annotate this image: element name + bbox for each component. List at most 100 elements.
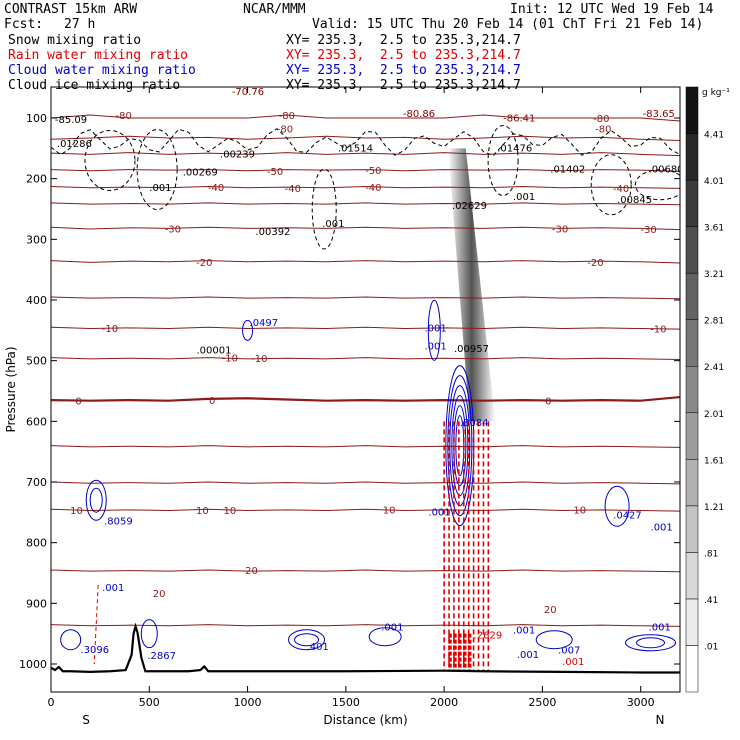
contour-label: 10 (70, 506, 83, 517)
y-tick-label: 800 (26, 537, 47, 550)
init-time: Init: 12 UTC Wed 19 Feb 14 (510, 2, 714, 17)
contour-label: 10 (573, 505, 586, 516)
extremum-label: .001 (102, 583, 124, 594)
colorbar-tick-label: 2.41 (704, 363, 724, 373)
contour-label: -20 (587, 258, 603, 269)
temperature-contour (51, 186, 680, 189)
temperature-contour (51, 202, 680, 206)
contour-label: -80 (593, 114, 609, 125)
temperature-contour (51, 135, 680, 141)
plot-frame (50, 86, 681, 693)
temperature-contour (51, 395, 680, 402)
contour-label: 10 (224, 506, 237, 517)
colorbar-tick-label: 2.81 (704, 317, 724, 327)
extremum-label: .02629 (452, 201, 487, 212)
extremum-label: -80.86 (403, 109, 435, 120)
cloud-water-contour (60, 629, 82, 651)
extremum-label: .00001 (196, 345, 231, 356)
y-axis-label: Pressure (hPa) (4, 346, 18, 432)
contour-label: -10 (102, 324, 118, 335)
extremum-label: .0497 (250, 318, 279, 329)
cloud-ice-contour (590, 154, 632, 216)
contour-label: -40 (365, 183, 381, 194)
field-2-name: Rain water mixing ratio (8, 48, 189, 63)
extremum-label: .3096 (80, 645, 109, 656)
valid-time: Valid: 15 UTC Thu 20 Feb 14 (01 ChT Fri … (312, 17, 704, 32)
terrain-line (51, 622, 680, 674)
extremum-label: .001 (322, 219, 344, 230)
cloud-water-contour (85, 479, 107, 521)
center-label: NCAR/MMM (243, 2, 306, 17)
extremum-label: .001 (381, 623, 403, 634)
fcst-value: 27 h (64, 17, 96, 32)
extremum-label: .007 (558, 646, 580, 657)
extremum-label: .001 (428, 507, 450, 518)
contour-label: 10 (196, 506, 209, 517)
temperature-contour (51, 357, 680, 360)
extremum-label: -85.09 (55, 115, 87, 126)
colorbar-bin (685, 505, 699, 553)
colorbar-unit: g kg⁻¹ (702, 88, 730, 98)
field-4-xy: XY= 235.3, 2.5 to 235.3,214.7 (286, 78, 521, 93)
extremum-label: .0427 (613, 510, 642, 521)
contour-label: -10 (251, 354, 267, 365)
temperature-contour (51, 114, 680, 122)
contour-label: -10 (650, 325, 666, 336)
contour-label: -80 (279, 111, 295, 122)
contour-label: -40 (285, 184, 301, 195)
field-1-xy: XY= 235.3, 2.5 to 235.3,214.7 (286, 33, 521, 48)
x-axis-label: Distance (km) (323, 713, 407, 727)
temperature-contour (51, 569, 680, 573)
contour-label: 10 (383, 505, 396, 516)
extremum-label: .00957 (454, 344, 489, 355)
y-tick-label: 700 (26, 476, 47, 489)
x-end-label-north: N (656, 713, 665, 727)
contour-label: 20 (544, 605, 557, 616)
extremum-label: .001 (424, 324, 446, 335)
x-tick-label: 1000 (234, 696, 262, 709)
x-tick-label: 2000 (430, 696, 458, 709)
x-end-label-south: S (82, 713, 90, 727)
y-tick-label: 200 (26, 173, 47, 186)
temperature-contour (51, 260, 680, 264)
extremum-label: .00392 (255, 227, 290, 238)
extremum-label: .001 (424, 342, 446, 353)
x-tick-label: 500 (139, 696, 160, 709)
colorbar-tick-label: .01 (704, 642, 718, 652)
extremum-label: .2867 (147, 651, 176, 662)
colorbar-bin (685, 645, 699, 693)
y-tick-label: 1000 (19, 658, 47, 671)
x-tick-label: 0 (48, 696, 55, 709)
extremum-label: .00239 (220, 149, 255, 160)
colorbar-bin (685, 226, 699, 274)
temperature-contour (51, 152, 680, 157)
extremum-label: .01476 (497, 143, 532, 154)
temperature-contour (51, 326, 680, 330)
contour-label: -30 (640, 225, 656, 236)
extremum-label: .001 (513, 626, 535, 637)
colorbar-tick-label: 1.21 (704, 503, 724, 513)
cloud-water-contour (636, 637, 666, 649)
colorbar-tick-label: 3.61 (704, 224, 724, 234)
contour-label: -80 (116, 111, 132, 122)
contour-label: -20 (196, 258, 212, 269)
y-tick-label: 100 (26, 112, 47, 125)
extremum-label: .00269 (183, 168, 218, 179)
extremum-label: .001 (649, 623, 671, 634)
colorbar-bin (685, 598, 699, 646)
x-tick-label: 3000 (627, 696, 655, 709)
temperature-contour (51, 169, 680, 172)
contour-label: -80 (277, 124, 293, 135)
colorbar-tick-label: 4.41 (704, 131, 724, 141)
temperature-contour (51, 445, 680, 448)
cloud-ice-contour (634, 169, 680, 201)
rain-water-contour (93, 585, 99, 665)
contour-label: 20 (153, 589, 166, 600)
y-tick-label: 600 (26, 415, 47, 428)
colorbar-bin (685, 412, 699, 460)
cloud-water-contour (427, 299, 441, 361)
x-tick-label: 2500 (528, 696, 556, 709)
y-tick-label: 400 (26, 294, 47, 307)
temperature-contour (51, 296, 680, 300)
